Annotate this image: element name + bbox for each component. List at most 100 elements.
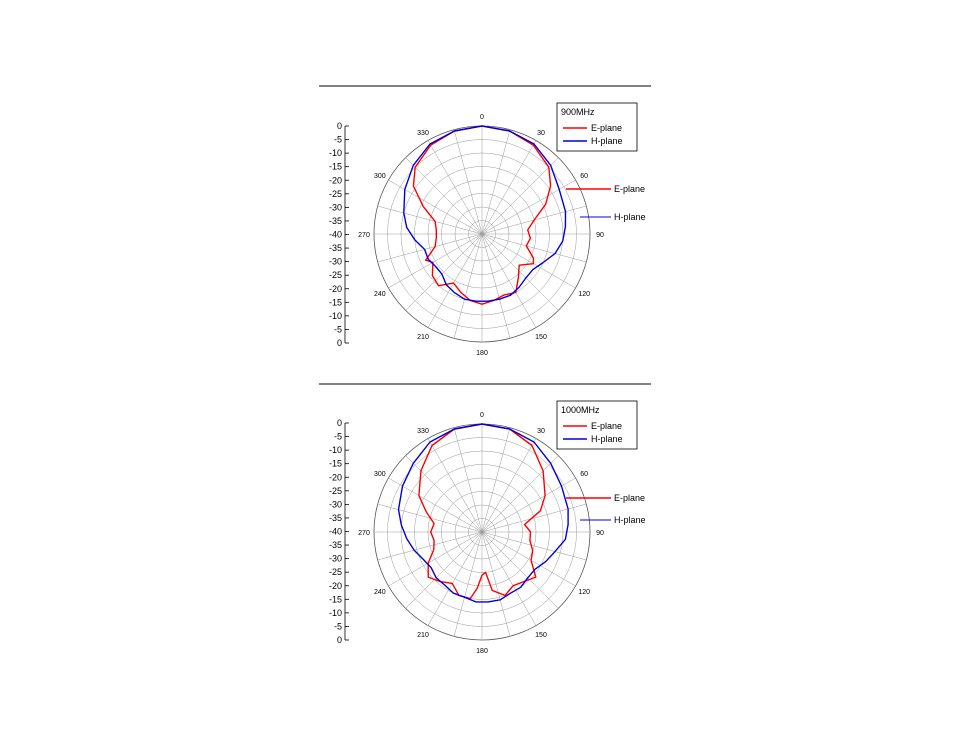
- radial-tick-label: -5: [334, 432, 342, 442]
- radial-tick-label: -20: [329, 472, 342, 482]
- radial-tick-label: -5: [334, 621, 342, 631]
- radial-tick-label: -35: [329, 513, 342, 523]
- legend-title: 900MHz: [561, 107, 595, 117]
- series-e-plane-curve: [418, 423, 546, 600]
- radial-tick-label: -35: [329, 243, 342, 253]
- legend-label: H-plane: [591, 136, 623, 146]
- radial-tick-label: -15: [329, 459, 342, 469]
- grid-spoke: [405, 157, 483, 235]
- grid-spoke: [388, 179, 483, 235]
- radial-tick-label: -15: [329, 594, 342, 604]
- radial-tick-label: 0: [337, 338, 342, 348]
- grid-spoke: [481, 531, 537, 626]
- polar-chart-2: 0 30 60 90 120 150 180 210 240 270 300 330 0 -5 -10 -15…: [319, 383, 651, 655]
- series-h-plane-curve: [403, 125, 567, 302]
- angle-label: 120: [578, 589, 590, 596]
- radial-tick-label: -25: [329, 189, 342, 199]
- annotation-e-plane: E-plane: [614, 184, 645, 194]
- radial-tick-label: -20: [329, 581, 342, 591]
- radial-tick-label: -20: [329, 284, 342, 294]
- radial-tick-label: -30: [329, 257, 342, 267]
- angle-label: 90: [596, 530, 604, 537]
- angle-label: 300: [374, 173, 386, 180]
- grid-spoke: [481, 233, 576, 289]
- annotation-e-plane: E-plane: [614, 493, 645, 503]
- radial-tick-label: -10: [329, 311, 342, 321]
- radial-tick-label: -35: [329, 216, 342, 226]
- grid-spoke: [481, 455, 559, 533]
- angle-label: 150: [535, 334, 547, 341]
- grid-spoke: [427, 233, 483, 328]
- grid-spoke: [377, 205, 483, 235]
- radial-tick-label: -35: [329, 540, 342, 550]
- grid-spoke: [481, 531, 559, 609]
- grid-spoke: [481, 157, 559, 235]
- radial-tick-label: -40: [329, 527, 342, 537]
- annotation-h-plane: H-plane: [614, 515, 646, 525]
- grid-spoke: [453, 233, 483, 339]
- grid-spoke: [481, 233, 587, 263]
- angle-label: 270: [358, 232, 370, 239]
- grid-spoke: [481, 427, 511, 533]
- radial-tick-label: -25: [329, 567, 342, 577]
- series-h-plane-curve: [397, 423, 569, 603]
- grid-spoke: [377, 531, 483, 561]
- radial-tick-label: -10: [329, 445, 342, 455]
- radial-tick-label: -30: [329, 499, 342, 509]
- angle-label: 330: [417, 428, 429, 435]
- radial-tick-label: 0: [337, 635, 342, 645]
- grid-spoke: [427, 140, 483, 235]
- radial-tick-label: -30: [329, 554, 342, 564]
- grid-spoke: [481, 531, 576, 587]
- grid-spoke: [481, 438, 537, 533]
- legend-box: [556, 102, 638, 152]
- angle-label: 30: [537, 428, 545, 435]
- series-e-plane-curve: [412, 125, 552, 305]
- grid-spoke: [405, 531, 483, 609]
- radial-tick-label: -25: [329, 270, 342, 280]
- angle-label: 240: [374, 589, 386, 596]
- grid-spoke: [377, 233, 483, 263]
- grid-spoke: [453, 427, 483, 533]
- grid-spoke: [481, 477, 576, 533]
- legend-title: 1000MHz: [561, 405, 600, 415]
- grid-spoke: [405, 455, 483, 533]
- grid-spoke: [481, 140, 537, 235]
- legend-label: H-plane: [591, 434, 623, 444]
- radial-tick-label: 0: [337, 121, 342, 131]
- radial-tick-label: -25: [329, 486, 342, 496]
- radial-tick-label: -5: [334, 135, 342, 145]
- angle-label: 300: [374, 471, 386, 478]
- radial-tick-label: -20: [329, 175, 342, 185]
- angle-label: 0: [480, 412, 484, 419]
- angle-label: 180: [476, 648, 488, 655]
- radial-tick-label: -15: [329, 162, 342, 172]
- radial-tick-label: -10: [329, 608, 342, 618]
- angle-label: 180: [476, 350, 488, 357]
- grid-spoke: [481, 233, 511, 339]
- grid-spoke: [388, 477, 483, 533]
- angle-label: 270: [358, 530, 370, 537]
- angle-label: 210: [417, 334, 429, 341]
- polar-chart-1: 0 30 60 90 120 150 180 210 240 270 300 330 0 -5 -10 -15…: [319, 85, 651, 357]
- angle-label: 60: [580, 173, 588, 180]
- radial-tick-label: -30: [329, 202, 342, 212]
- angle-label: 150: [535, 632, 547, 639]
- radial-tick-label: 0: [337, 418, 342, 428]
- angle-label: 330: [417, 130, 429, 137]
- angle-label: 210: [417, 632, 429, 639]
- legend-box: [556, 400, 638, 450]
- grid-spoke: [481, 233, 537, 328]
- angle-label: 0: [480, 114, 484, 121]
- angle-label: 120: [578, 291, 590, 298]
- grid-spoke: [481, 531, 587, 561]
- grid-spoke: [388, 531, 483, 587]
- grid-spoke: [481, 503, 587, 533]
- legend-label: E-plane: [591, 123, 622, 133]
- grid-spoke: [427, 438, 483, 533]
- grid-spoke: [427, 531, 483, 626]
- grid-spoke: [388, 233, 483, 289]
- grid-spoke: [481, 531, 511, 637]
- radial-tick-label: -15: [329, 297, 342, 307]
